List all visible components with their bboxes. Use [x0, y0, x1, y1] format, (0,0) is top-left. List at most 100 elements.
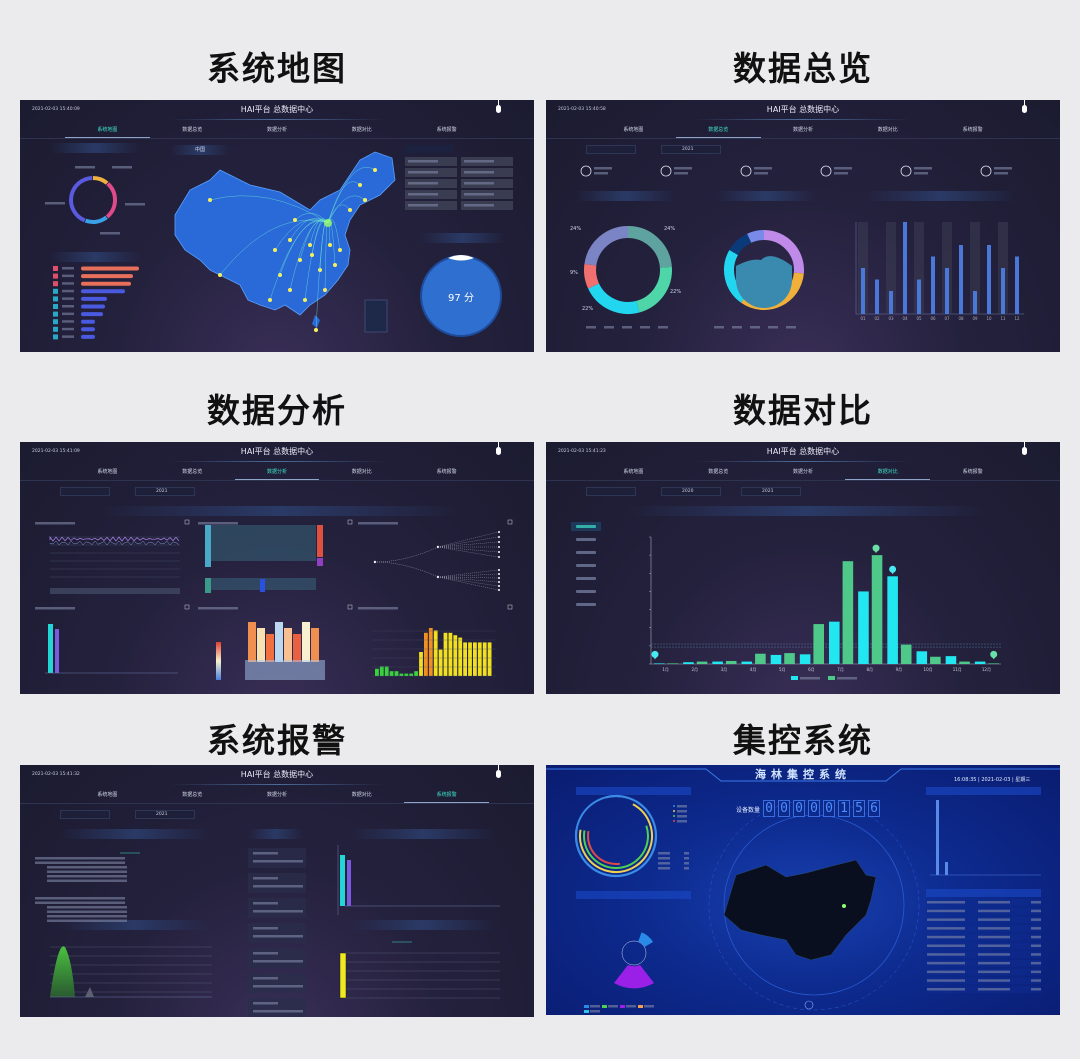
tree-link [437, 546, 499, 591]
side-menu-item[interactable] [571, 548, 601, 557]
alarm-device-name [927, 918, 965, 921]
tab-2[interactable]: 数据分析 [266, 792, 287, 798]
stat-label-placeholder [834, 167, 852, 170]
tab-4[interactable]: 系统报警 [436, 469, 457, 475]
donut-segment [724, 250, 748, 303]
tab-0[interactable]: 系统地图 [623, 469, 644, 475]
tab-1[interactable]: 数据总览 [182, 469, 203, 475]
stat-icon [900, 165, 912, 177]
side-menu-item[interactable] [571, 535, 601, 544]
tab-2[interactable]: 数据分析 [266, 127, 287, 133]
year-a-select[interactable]: 2020 [661, 487, 721, 496]
donut-segment [69, 176, 93, 223]
rank-index-badge [53, 326, 58, 332]
tab-4[interactable]: 系统报警 [962, 469, 983, 475]
city-marker [373, 168, 377, 172]
tree-leaf [498, 577, 500, 579]
tab-3[interactable]: 数据对比 [351, 469, 372, 475]
plug-icon[interactable] [1022, 100, 1027, 114]
side-menu-label-placeholder [576, 551, 596, 554]
donut-segment [763, 230, 804, 274]
year-b-select[interactable]: 2021 [741, 487, 801, 496]
tab-2[interactable]: 数据分析 [792, 127, 813, 133]
side-menu-item[interactable] [571, 587, 601, 596]
energy-tabs-bar[interactable] [866, 191, 1016, 201]
legend-dot [673, 805, 675, 807]
year-select[interactable]: 2021 [661, 145, 721, 154]
x-tick-label: 1月 [662, 667, 669, 672]
city-marker [288, 238, 292, 242]
plug-icon[interactable] [1022, 442, 1027, 456]
donut-label: 22% [582, 306, 594, 312]
control-system-screenshot: 海林集控系统 16:08:35 | 2021-02-03 | 星期三 设备数量 … [546, 765, 1060, 1015]
tab-0[interactable]: 系统地图 [97, 469, 118, 475]
bar [945, 862, 948, 875]
side-menu-item[interactable] [571, 522, 601, 531]
tab-3[interactable]: 数据对比 [845, 466, 931, 480]
city-marker [293, 218, 297, 222]
x-tick-label: 06 [930, 316, 936, 321]
tab-2[interactable]: 数据分析 [792, 469, 813, 475]
fullscreen-icon [347, 519, 353, 525]
side-menu-item[interactable] [571, 561, 601, 570]
city-marker [303, 298, 307, 302]
tab-1[interactable]: 数据总览 [182, 127, 203, 133]
legend-label [626, 1005, 636, 1008]
tab-0[interactable]: 系统地图 [65, 124, 150, 138]
city-marker [308, 243, 312, 247]
plug-icon[interactable] [496, 442, 501, 456]
plug-icon[interactable] [496, 765, 501, 779]
rank-name-placeholder [62, 289, 74, 293]
tab-4[interactable]: 系统报警 [404, 789, 489, 803]
building-select[interactable] [60, 487, 110, 496]
rose-sector [638, 932, 654, 947]
rank-bar [81, 334, 95, 339]
tab-3[interactable]: 数据对比 [351, 127, 372, 133]
tab-3[interactable]: 数据对比 [351, 792, 372, 798]
fullscreen-icon [507, 519, 513, 525]
bar [931, 256, 935, 314]
tab-0[interactable]: 系统地图 [623, 127, 644, 133]
main-tabs: 系统地图 数据总览 数据分析 数据对比 系统报警 [65, 124, 489, 138]
tab-1[interactable]: 数据总览 [675, 124, 761, 138]
alarm-status [1031, 953, 1041, 956]
side-menu-label-placeholder [576, 525, 596, 528]
x-tick-label: 01 [860, 316, 866, 321]
realtime-alarm-card [248, 873, 306, 893]
building-select[interactable] [586, 145, 636, 154]
plug-icon[interactable] [496, 100, 501, 114]
stat-icon [820, 165, 832, 177]
stat-name [658, 862, 670, 865]
legend-swatch [791, 676, 798, 680]
tab-0[interactable]: 系统地图 [97, 792, 118, 798]
panel-title-bar [926, 889, 1041, 897]
bar [347, 860, 351, 906]
building-select[interactable] [60, 810, 110, 819]
year-select[interactable]: 2021 [135, 810, 195, 819]
flight-arc [269, 220, 329, 301]
alarm-status [1031, 988, 1041, 991]
tab-3[interactable]: 数据对比 [877, 127, 898, 133]
bar [900, 644, 912, 664]
alarm-card-detail [253, 885, 303, 888]
flight-arc [209, 195, 329, 224]
beijing-marker [324, 219, 332, 227]
tab-4[interactable]: 系统报警 [436, 127, 457, 133]
chart-title-placeholder [198, 522, 238, 525]
analysis-screen-graphics [35, 519, 513, 680]
bar [813, 624, 824, 664]
tab-2[interactable]: 数据分析 [234, 466, 320, 480]
tab-1[interactable]: 数据总览 [182, 792, 203, 798]
legend-placeholder [640, 326, 650, 329]
tab-1[interactable]: 数据总览 [708, 469, 729, 475]
donut-label-placeholder [75, 166, 95, 169]
side-menu-item[interactable] [571, 574, 601, 583]
side-menu-item[interactable] [571, 600, 601, 609]
stat-label-placeholder [674, 167, 692, 170]
tree-link [437, 546, 499, 583]
tab-4[interactable]: 系统报警 [962, 127, 983, 133]
gauge-wave [448, 255, 474, 261]
city-marker [314, 328, 318, 332]
building-select[interactable] [586, 487, 636, 496]
year-select[interactable]: 2021 [135, 487, 195, 496]
